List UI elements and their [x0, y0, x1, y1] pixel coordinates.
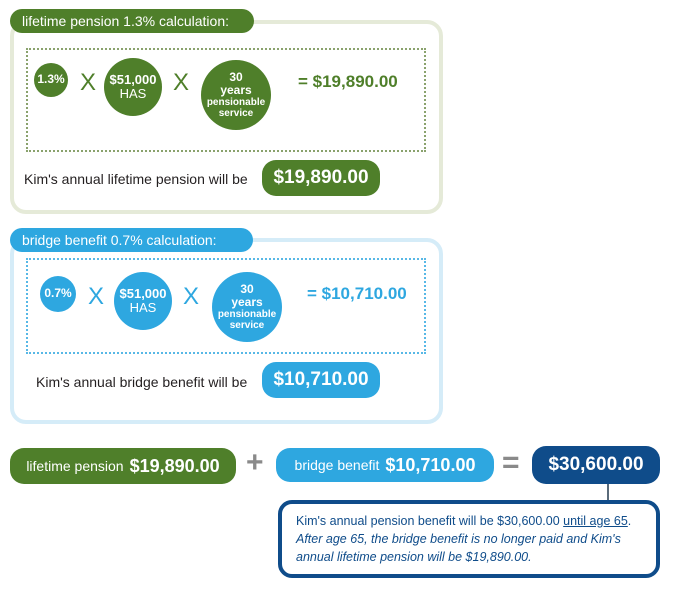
- lifetime-amount-pill: $19,890.00: [262, 160, 380, 196]
- bridge-times-2: X: [183, 283, 200, 310]
- plus-sign: +: [246, 446, 264, 479]
- bridge-formula-box: [26, 258, 426, 354]
- lifetime-has-circle: $51,000 HAS: [104, 58, 162, 116]
- bridge-times-1: X: [88, 283, 105, 310]
- lifetime-result: = $19,890.00: [298, 72, 398, 91]
- lifetime-years-num: 30: [229, 69, 243, 84]
- bridge-tab: bridge benefit 0.7% calculation:: [10, 228, 253, 252]
- summary-bridge-label: bridge benefit: [294, 457, 380, 473]
- bridge-amount-pill: $10,710.00: [262, 362, 380, 398]
- summary-bridge-pill: bridge benefit $10,710.00: [276, 448, 494, 482]
- bridge-years-num: 30: [240, 281, 254, 296]
- lifetime-rate-circle: 1.3%: [34, 63, 68, 97]
- bridge-years-desc2: service: [229, 320, 265, 332]
- lifetime-rate: 1.3%: [37, 72, 65, 87]
- bridge-years-circle: 30 years pensionable service: [212, 272, 282, 342]
- bridge-result: = $10,710.00: [307, 284, 407, 303]
- lifetime-formula-box: [26, 48, 426, 152]
- lifetime-tab: lifetime pension 1.3% calculation:: [10, 9, 254, 33]
- lifetime-years-desc2: service: [218, 108, 254, 120]
- summary-lifetime-pill: lifetime pension $19,890.00: [10, 448, 236, 484]
- lifetime-has-value: $51,000: [109, 71, 157, 87]
- lifetime-times-2: X: [173, 69, 190, 96]
- summary-lifetime-amount: $19,890.00: [129, 455, 220, 476]
- lifetime-years-circle: 30 years pensionable service: [201, 60, 271, 130]
- bridge-years-word: years: [231, 295, 263, 309]
- note-line-1-text: Kim's annual pension benefit will be $30…: [296, 514, 564, 528]
- summary-lifetime-label: lifetime pension: [26, 458, 124, 474]
- lifetime-years-word: years: [220, 83, 252, 97]
- summary-bridge-amount: $10,710.00: [385, 454, 476, 475]
- lifetime-years-desc1: pensionable: [206, 97, 266, 109]
- bridge-sentence: Kim's annual bridge benefit will be: [36, 374, 248, 390]
- summary-note-box: Kim's annual pension benefit will be $30…: [278, 500, 660, 578]
- note-line-2: After age 65, the bridge benefit is no l…: [296, 532, 621, 565]
- note-line-1: Kim's annual pension benefit will be $30…: [296, 512, 642, 530]
- note-underlined-text: until age 65: [563, 514, 628, 528]
- summary-total-pill: $30,600.00: [532, 446, 660, 484]
- lifetime-has-label: HAS: [119, 86, 147, 101]
- bridge-years-desc1: pensionable: [217, 309, 277, 321]
- bridge-rate: 0.7%: [44, 286, 72, 301]
- bridge-has-label: HAS: [129, 300, 157, 315]
- total-connector-line: [607, 484, 609, 502]
- bridge-rate-circle: 0.7%: [40, 276, 76, 312]
- bridge-has-circle: $51,000 HAS: [114, 272, 172, 330]
- lifetime-sentence: Kim's annual lifetime pension will be: [24, 171, 248, 187]
- equals-sign: =: [502, 446, 520, 479]
- note-line-1-end: .: [627, 514, 632, 528]
- bridge-has-value: $51,000: [119, 285, 167, 301]
- lifetime-times-1: X: [80, 69, 97, 96]
